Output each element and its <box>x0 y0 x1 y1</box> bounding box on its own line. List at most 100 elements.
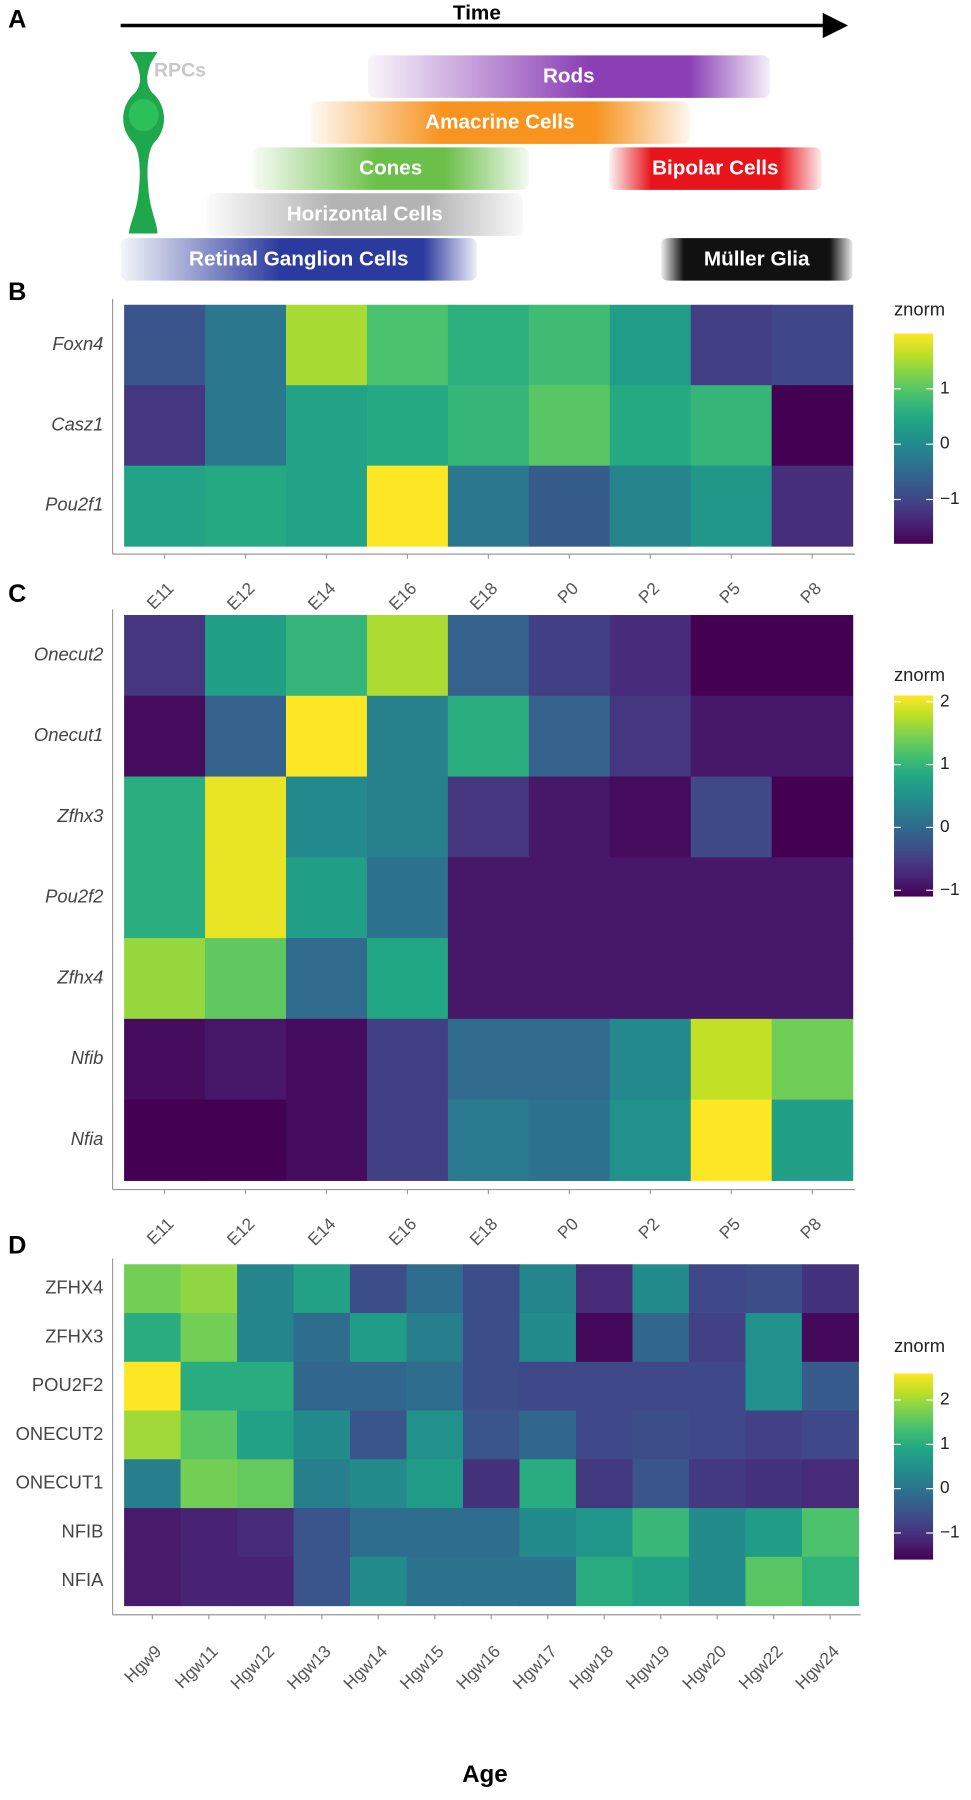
row-label: Foxn4 <box>52 333 103 354</box>
heatmap-cell <box>124 1018 206 1101</box>
colorbar-tick-label: 0 <box>940 816 950 836</box>
heatmap-cell <box>575 1361 634 1412</box>
heatmap-cell <box>463 1410 521 1460</box>
heatmap-cell <box>528 695 611 778</box>
heatmap-cell <box>237 1361 295 1412</box>
column-label: E11 <box>143 578 178 613</box>
heatmap-cell <box>447 304 530 386</box>
heatmap-cell <box>690 304 773 386</box>
heatmap-cell <box>801 1313 859 1363</box>
heatmap-cell <box>632 1410 690 1460</box>
heatmap-cell <box>293 1508 351 1558</box>
heatmap-cell <box>366 776 449 858</box>
heatmap-cell <box>124 1313 182 1363</box>
colorbar <box>894 695 934 897</box>
row-label: Nfia <box>71 1128 104 1149</box>
heatmap-cell <box>124 857 206 939</box>
heatmap-cell <box>237 1410 295 1460</box>
cell-type-label: Horizontal Cells <box>287 203 443 226</box>
heatmap-cell <box>690 1099 773 1181</box>
column-label: P8 <box>796 1214 825 1243</box>
column-label: E18 <box>466 1214 502 1250</box>
heatmap-cell <box>180 1459 238 1509</box>
row-label: NFIB <box>62 1520 104 1541</box>
colorbar-title: znorm <box>894 664 945 685</box>
heatmap-cell <box>519 1361 577 1412</box>
heatmap-cell <box>124 304 206 386</box>
colorbar-tick-label: 0 <box>940 433 950 453</box>
heatmap-cell <box>771 1018 854 1101</box>
column-label: P0 <box>553 1214 582 1243</box>
heatmap-cell <box>293 1410 351 1460</box>
cell-type-bar <box>252 147 529 190</box>
heatmap-cell <box>688 1264 746 1314</box>
cell-type-bar <box>310 101 690 144</box>
heatmap-cell <box>124 1410 182 1460</box>
heatmap-cell <box>447 465 530 547</box>
heatmap-cell <box>286 938 368 1020</box>
heatmap-cell <box>366 1099 449 1181</box>
heatmap-cell <box>528 615 611 697</box>
heatmap-cell <box>688 1361 746 1412</box>
heatmap-cell <box>801 1459 859 1509</box>
heatmap-cell <box>632 1264 690 1314</box>
heatmap-cell <box>688 1459 746 1509</box>
heatmap-cell <box>447 1018 530 1101</box>
colorbar <box>894 1373 934 1560</box>
heatmap-cell <box>745 1361 803 1412</box>
heatmap-cell <box>745 1508 803 1558</box>
heatmap-cell <box>609 938 692 1020</box>
heatmap-cell <box>350 1313 408 1363</box>
heatmap-cell <box>609 1099 692 1181</box>
heatmap-cell <box>366 385 449 467</box>
heatmap-cell <box>690 857 773 939</box>
heatmap-cell <box>205 857 287 939</box>
row-label: NFIA <box>62 1569 105 1590</box>
heatmap-cell <box>447 695 530 778</box>
column-label: E12 <box>223 1214 259 1250</box>
heatmap-cell <box>406 1508 464 1558</box>
panel-label: A <box>8 6 26 34</box>
heatmap-cell <box>286 695 368 778</box>
panel-label: C <box>8 580 26 608</box>
heatmap-cell <box>237 1459 295 1509</box>
heatmap-cell <box>180 1556 238 1607</box>
heatmap-cell <box>286 615 368 697</box>
colorbar-tick-label: 0 <box>940 1477 950 1497</box>
cell-type-bar <box>660 238 853 281</box>
heatmap-cell <box>124 776 206 858</box>
heatmap-cell <box>366 1018 449 1101</box>
row-label: POU2F2 <box>32 1374 103 1395</box>
heatmap-cell <box>575 1313 634 1363</box>
colorbar-tick-label: 1 <box>940 753 950 773</box>
heatmap-cell <box>350 1556 408 1607</box>
heatmap-cell <box>528 385 611 467</box>
heatmap-cell <box>688 1508 746 1558</box>
row-label: Nfib <box>71 1047 104 1068</box>
heatmap-cell <box>406 1264 464 1314</box>
heatmap-cell <box>575 1508 634 1558</box>
row-label: ZFHX3 <box>45 1325 103 1346</box>
column-label: Hgw24 <box>791 1641 843 1693</box>
heatmap-cell <box>205 776 287 858</box>
heatmap-cell <box>801 1410 859 1460</box>
colorbar-tick-label: −1 <box>940 879 960 899</box>
heatmap-cell <box>293 1313 351 1363</box>
heatmap-cell <box>801 1508 859 1558</box>
heatmap-cell <box>690 1018 773 1101</box>
heatmap-cell <box>609 776 692 858</box>
heatmap-cell <box>406 1556 464 1607</box>
heatmap-cell <box>205 938 287 1020</box>
heatmap-cell <box>688 1556 746 1607</box>
heatmap-cell <box>745 1313 803 1363</box>
heatmap-cell <box>801 1361 859 1412</box>
column-label: Hgw18 <box>565 1641 617 1693</box>
heatmap-cell <box>745 1556 803 1607</box>
heatmap-cell <box>528 1018 611 1101</box>
cell-type-bar <box>367 55 770 98</box>
column-label: Hgw15 <box>396 1641 448 1693</box>
row-label: ONECUT2 <box>16 1423 104 1444</box>
heatmap-cell <box>205 304 287 386</box>
heatmap-cell <box>366 695 449 778</box>
heatmap-cell <box>632 1313 690 1363</box>
